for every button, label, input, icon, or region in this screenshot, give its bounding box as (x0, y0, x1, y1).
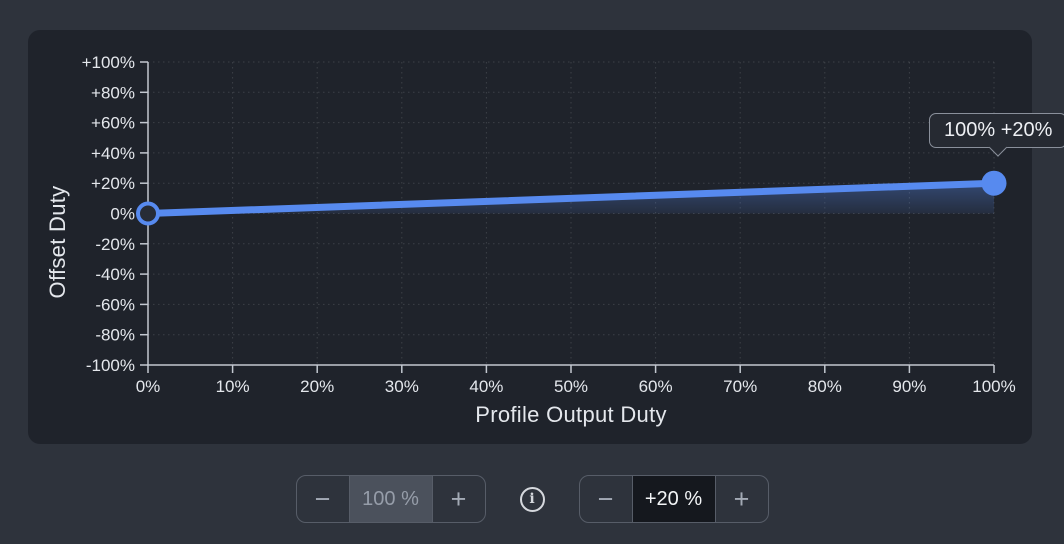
profile-duty-stepper: − 100 % + (295, 475, 486, 523)
offset-duty-increment-button[interactable]: + (716, 476, 768, 522)
x-tick-label: 20% (300, 377, 334, 396)
curve-point-open[interactable] (136, 201, 160, 226)
tooltip-text: 100% +20% (944, 119, 1053, 141)
x-tick-label: 100% (972, 377, 1015, 396)
y-tick-label: -60% (95, 295, 135, 314)
x-tick-label: 90% (892, 377, 926, 396)
y-tick-label: +20% (91, 174, 135, 193)
y-tick-label: +60% (91, 114, 135, 133)
x-tick-label: 10% (216, 377, 250, 396)
x-tick-label: 40% (469, 377, 503, 396)
offset-duty-value[interactable]: +20 % (631, 476, 716, 522)
x-tick-label: 30% (385, 377, 419, 396)
y-tick-label: +40% (91, 144, 135, 163)
y-tick-label: +100% (82, 53, 135, 72)
y-tick-label: -80% (95, 326, 135, 345)
y-tick-label: -40% (95, 265, 135, 284)
offset-duty-chart[interactable]: 0% 10% 20% 30% 40% 50% 60% 70% 80% 90% 100% +100% +8… (28, 30, 1032, 444)
x-tick-label: 60% (639, 377, 673, 396)
axes: 0% 10% 20% 30% 40% 50% 60% 70% 80% 90% 100% +100% +8… (82, 53, 1016, 396)
profile-duty-increment-button[interactable]: + (433, 476, 485, 522)
curve-line[interactable] (144, 179, 998, 217)
y-tick-label: +80% (91, 83, 135, 102)
x-axis-title: Profile Output Duty (475, 402, 667, 427)
y-tick-label: 0% (110, 205, 135, 224)
y-tick-label: -100% (86, 356, 135, 375)
y-tick-label: -20% (95, 235, 135, 254)
x-tick-label: 0% (136, 377, 161, 396)
offset-duty-decrement-button[interactable]: − (580, 476, 632, 522)
stepper-controls-row: − 100 % + i − +20 % + (0, 475, 1064, 523)
offset-duty-stepper: − +20 % + (578, 475, 769, 523)
x-tick-label: 80% (808, 377, 842, 396)
y-axis-title: Offset Duty (45, 185, 70, 299)
x-tick-label: 50% (554, 377, 588, 396)
x-tick-label: 70% (723, 377, 757, 396)
chart-card: 0% 10% 20% 30% 40% 50% 60% 70% 80% 90% 100% +100% +8… (28, 30, 1032, 444)
curve-point-filled[interactable] (981, 170, 1007, 196)
info-icon[interactable]: i (519, 486, 545, 512)
profile-duty-value: 100 % (348, 476, 433, 522)
info-icon-glyph: i (529, 491, 535, 507)
point-tooltip: 100% +20% (929, 113, 1064, 157)
profile-duty-decrement-button[interactable]: − (297, 476, 349, 522)
